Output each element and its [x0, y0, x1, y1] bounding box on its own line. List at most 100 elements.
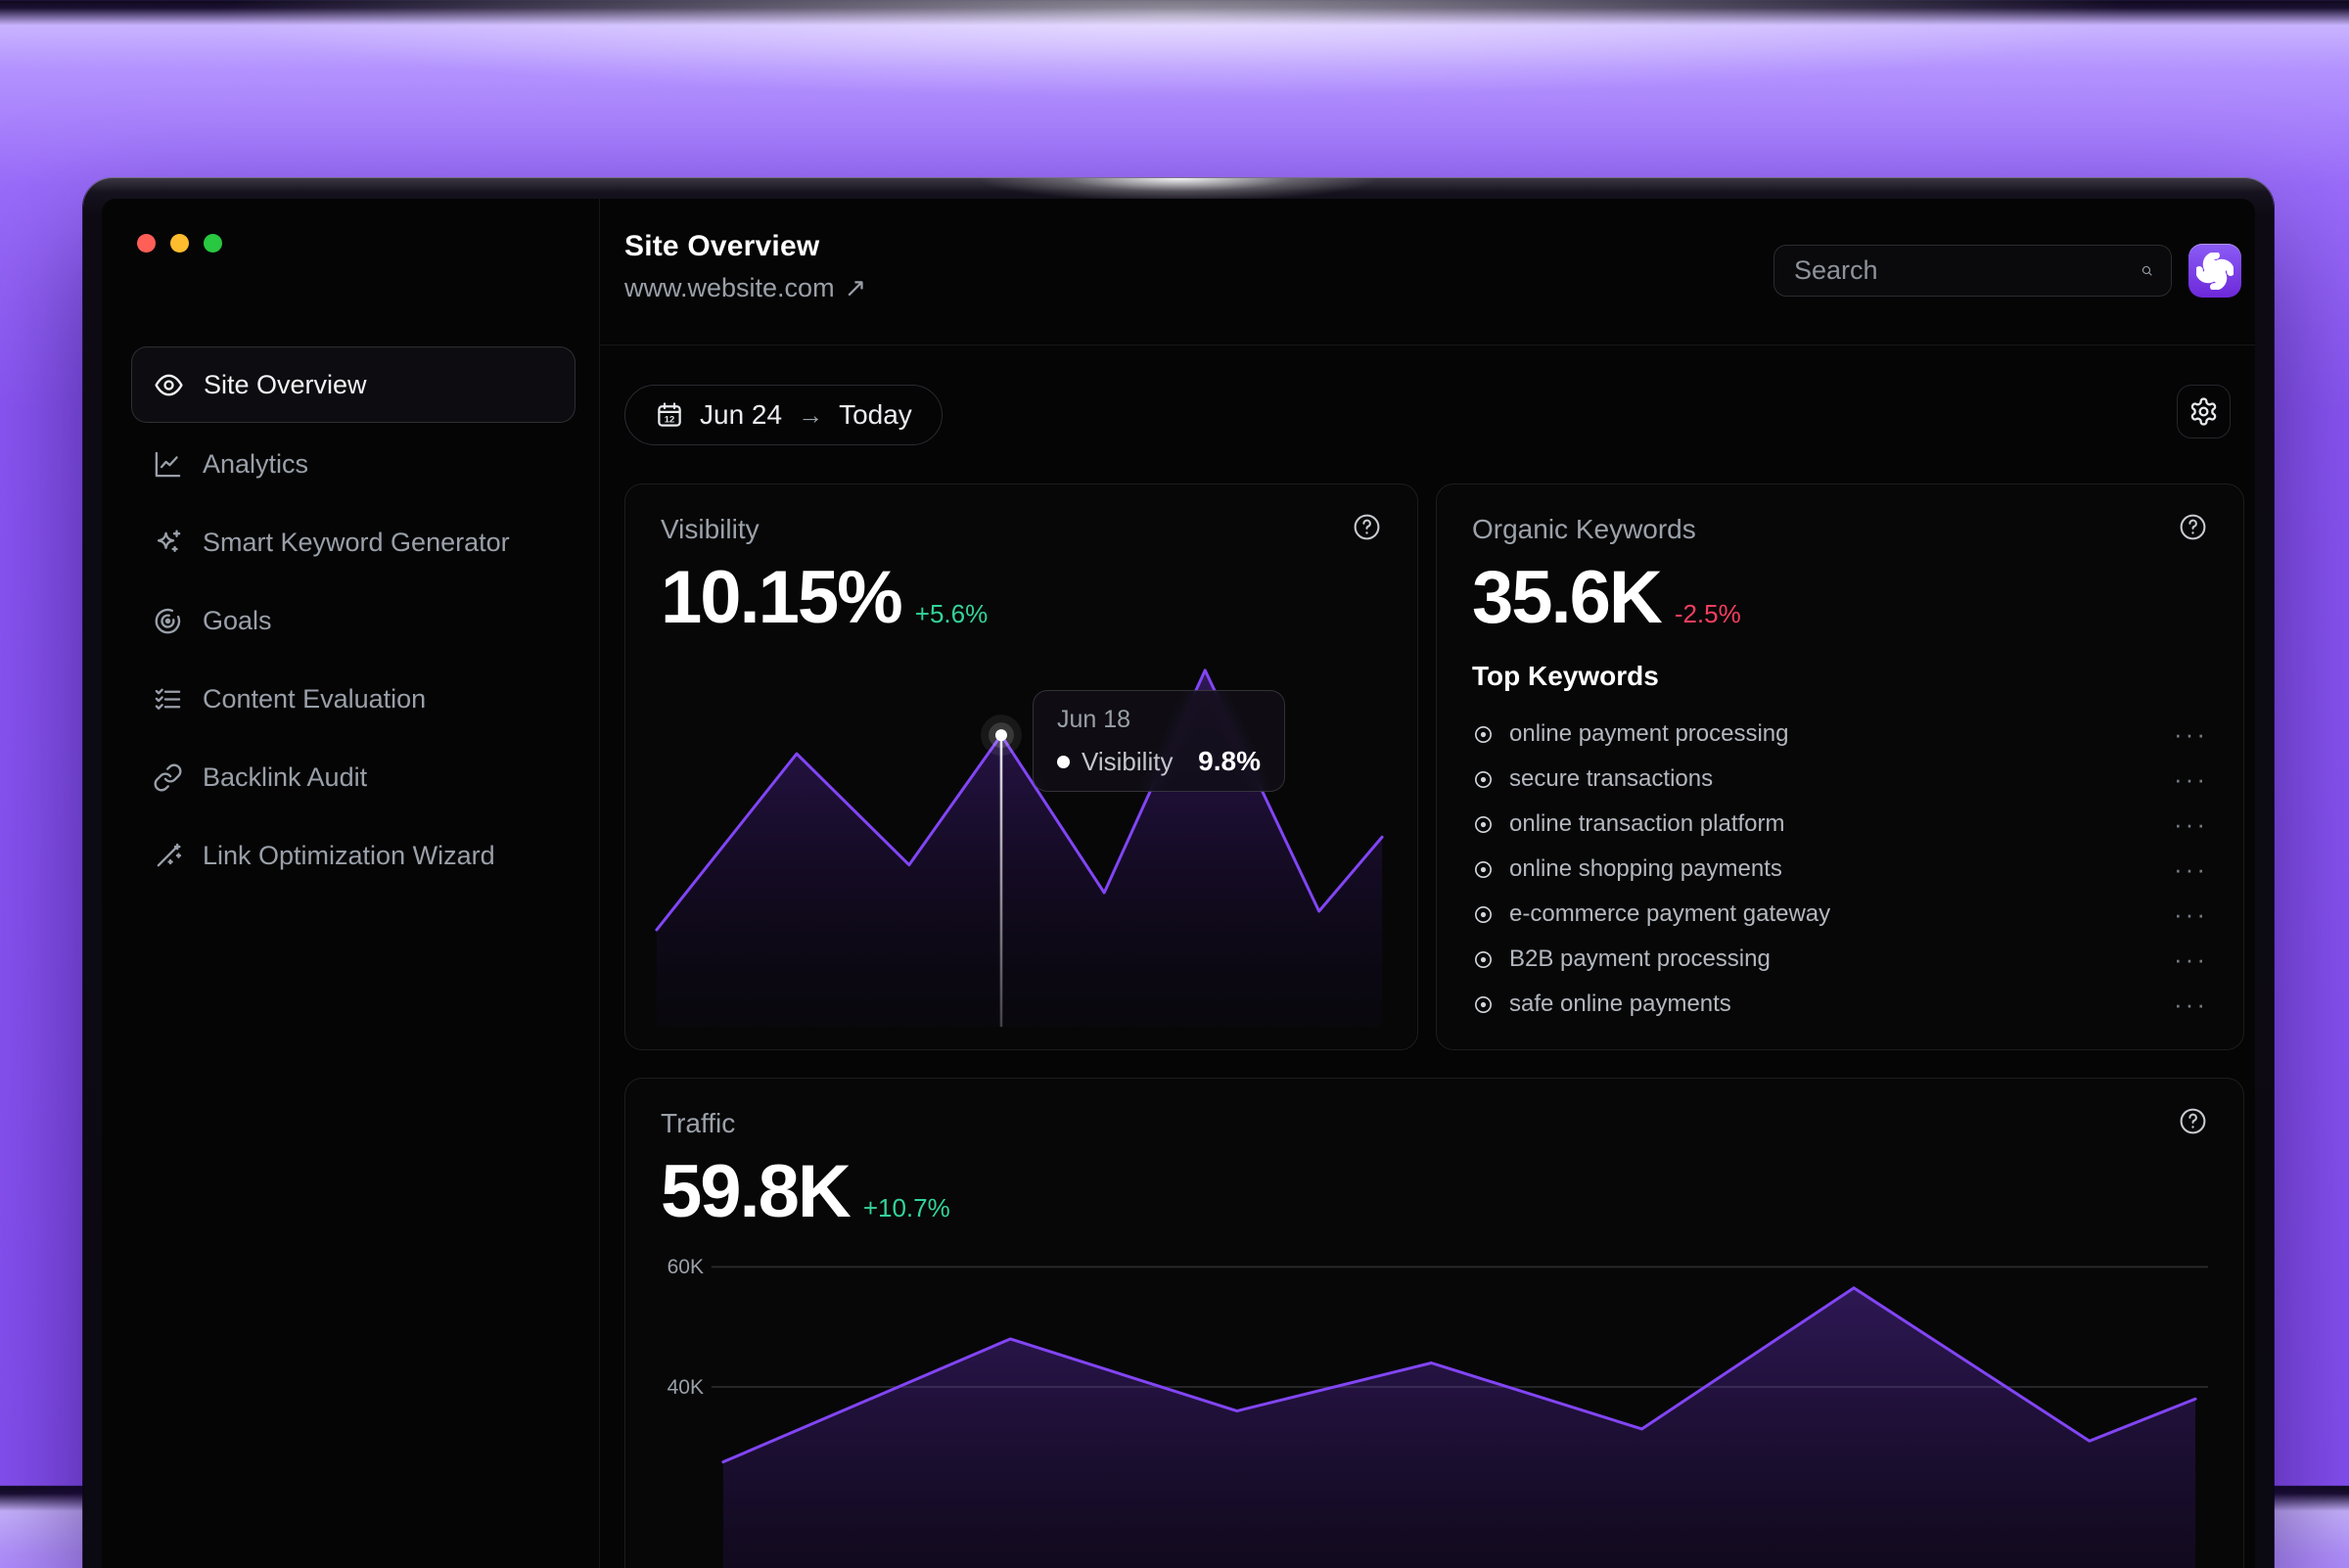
eye-icon — [155, 374, 183, 395]
visibility-chart[interactable] — [625, 484, 1417, 1049]
card-title: Visibility — [661, 514, 760, 544]
date-start: Jun 24 — [700, 399, 783, 430]
site-url-link[interactable]: www.website.com ↗ — [624, 273, 867, 302]
link-icon — [154, 763, 182, 791]
sidebar-nav: Site Overview Analytics Smart Keyword Ge… — [131, 346, 576, 895]
help-icon[interactable] — [2178, 512, 2208, 542]
keyword-label: safe online payments — [1509, 991, 1731, 1017]
organic-keywords-value: 35.6K — [1472, 556, 1663, 639]
chart-line-icon — [155, 451, 181, 477]
more-options-icon[interactable]: ··· — [2174, 853, 2208, 884]
sidebar-item-label: Goals — [203, 605, 272, 635]
traffic-card: Traffic 59.8K +10.7% 60K 40K — [624, 1078, 2244, 1568]
zoom-button[interactable] — [204, 234, 222, 253]
visibility-delta: +5.6% — [914, 599, 989, 628]
keyword-target-icon — [1475, 770, 1492, 788]
sidebar-item-label: Analytics — [203, 448, 309, 479]
keyword-label: B2B payment processing — [1509, 945, 1771, 972]
arrow-right-icon: → — [798, 399, 824, 430]
header-divider — [600, 345, 2255, 346]
keyword-target-icon — [1475, 860, 1492, 878]
close-button[interactable] — [137, 234, 156, 253]
organic-keywords-card: Organic Keywords 35.6K -2.5% Top Keyword… — [1436, 484, 2244, 1050]
sidebar-item-smart-keyword-generator[interactable]: Smart Keyword Generator — [131, 503, 576, 581]
keyword-label: online shopping payments — [1509, 855, 1782, 882]
y-axis-tick-40k: 40K — [667, 1376, 704, 1399]
keyword-target-icon — [1475, 815, 1492, 833]
tooltip-value: 9.8% — [1198, 746, 1261, 776]
keyword-label: e-commerce payment gateway — [1509, 900, 1831, 927]
visibility-card: Visibility 10.15% +5.6% — [624, 484, 1418, 1050]
top-keywords-heading: Top Keywords — [1472, 661, 1659, 691]
sidebar-item-analytics[interactable]: Analytics — [131, 425, 576, 503]
more-options-icon[interactable]: ··· — [2174, 944, 2208, 974]
keyword-target-icon — [1475, 905, 1492, 923]
sidebar-item-backlink-audit[interactable]: Backlink Audit — [131, 738, 576, 816]
list-checks-icon — [155, 688, 181, 710]
traffic-delta: +10.7% — [862, 1193, 950, 1222]
wand-icon — [157, 843, 182, 866]
app-logo-button[interactable] — [2188, 244, 2241, 298]
keyword-row[interactable]: online shopping payments ··· — [1472, 847, 2208, 892]
page-header: Site Overview www.website.com ↗ — [624, 230, 866, 303]
keyword-row[interactable]: online transaction platform ··· — [1472, 802, 2208, 847]
search-icon[interactable] — [2141, 257, 2153, 284]
sidebar-item-link-optimization-wizard[interactable]: Link Optimization Wizard — [131, 816, 576, 895]
app-window: Site Overview Analytics Smart Keyword Ge… — [83, 178, 2274, 1568]
more-options-icon[interactable]: ··· — [2174, 989, 2208, 1019]
sidebar-item-label: Site Overview — [204, 369, 367, 399]
tooltip-date: Jun 18 — [1057, 706, 1131, 733]
traffic-chart[interactable] — [625, 1079, 2243, 1568]
keyword-label: online transaction platform — [1509, 810, 1785, 837]
keyword-label: online payment processing — [1509, 720, 1789, 747]
window-top-glint — [875, 178, 1482, 199]
target-icon — [155, 608, 181, 633]
visibility-value: 10.15% — [661, 556, 903, 639]
keyword-row[interactable]: B2B payment processing ··· — [1472, 937, 2208, 982]
organic-keywords-delta: -2.5% — [1674, 599, 1741, 628]
gear-icon — [2190, 397, 2217, 426]
date-range-picker[interactable]: 12 Jun 24 → Today — [624, 385, 943, 445]
tooltip-series: Visibility — [1082, 746, 1174, 776]
y-axis-tick-60k: 60K — [667, 1256, 704, 1278]
traffic-value: 59.8K — [661, 1150, 852, 1233]
card-title: Traffic — [661, 1108, 736, 1138]
search-box — [1773, 245, 2172, 297]
keyword-label: secure transactions — [1509, 765, 1714, 792]
app-surface: Site Overview Analytics Smart Keyword Ge… — [102, 199, 2255, 1568]
sidebar-item-goals[interactable]: Goals — [131, 581, 576, 660]
search-input[interactable] — [1794, 255, 2141, 286]
calendar-icon: 12 — [658, 402, 681, 427]
keyword-row[interactable]: online payment processing ··· — [1472, 712, 2208, 757]
date-end: Today — [839, 399, 912, 430]
more-options-icon[interactable]: ··· — [2174, 763, 2208, 794]
sidebar-item-content-evaluation[interactable]: Content Evaluation — [131, 660, 576, 738]
sparkles-icon — [157, 529, 181, 552]
sidebar-item-label: Content Evaluation — [203, 683, 427, 714]
keyword-row[interactable]: secure transactions ··· — [1472, 757, 2208, 802]
more-options-icon[interactable]: ··· — [2174, 808, 2208, 839]
help-icon[interactable] — [2178, 1106, 2208, 1136]
svg-text:12: 12 — [665, 415, 674, 425]
sidebar: Site Overview Analytics Smart Keyword Ge… — [102, 199, 600, 1568]
keyword-target-icon — [1475, 725, 1492, 743]
sidebar-item-label: Smart Keyword Generator — [203, 527, 510, 557]
keyword-target-icon — [1475, 950, 1492, 968]
more-options-icon[interactable]: ··· — [2174, 899, 2208, 929]
minimize-button[interactable] — [170, 234, 189, 253]
keyword-row[interactable]: safe online payments ··· — [1472, 982, 2208, 1027]
main-panel: Site Overview www.website.com ↗ — [600, 199, 2255, 1568]
keyword-target-icon — [1475, 995, 1492, 1013]
more-options-icon[interactable]: ··· — [2174, 718, 2208, 749]
keyword-list: online payment processing ··· secure tra… — [1472, 712, 2208, 1027]
sidebar-item-label: Backlink Audit — [203, 761, 368, 792]
window-controls — [131, 234, 576, 253]
sidebar-item-site-overview[interactable]: Site Overview — [131, 346, 576, 423]
keyword-row[interactable]: e-commerce payment gateway ··· — [1472, 892, 2208, 937]
pinwheel-logo-icon — [2196, 252, 2234, 290]
settings-button[interactable] — [2177, 385, 2231, 438]
series-dot — [1057, 755, 1070, 768]
chart-tooltip: Jun 18 Visibility 9.8% — [1033, 690, 1285, 792]
page-title: Site Overview — [624, 230, 820, 262]
help-icon[interactable] — [1352, 512, 1382, 542]
